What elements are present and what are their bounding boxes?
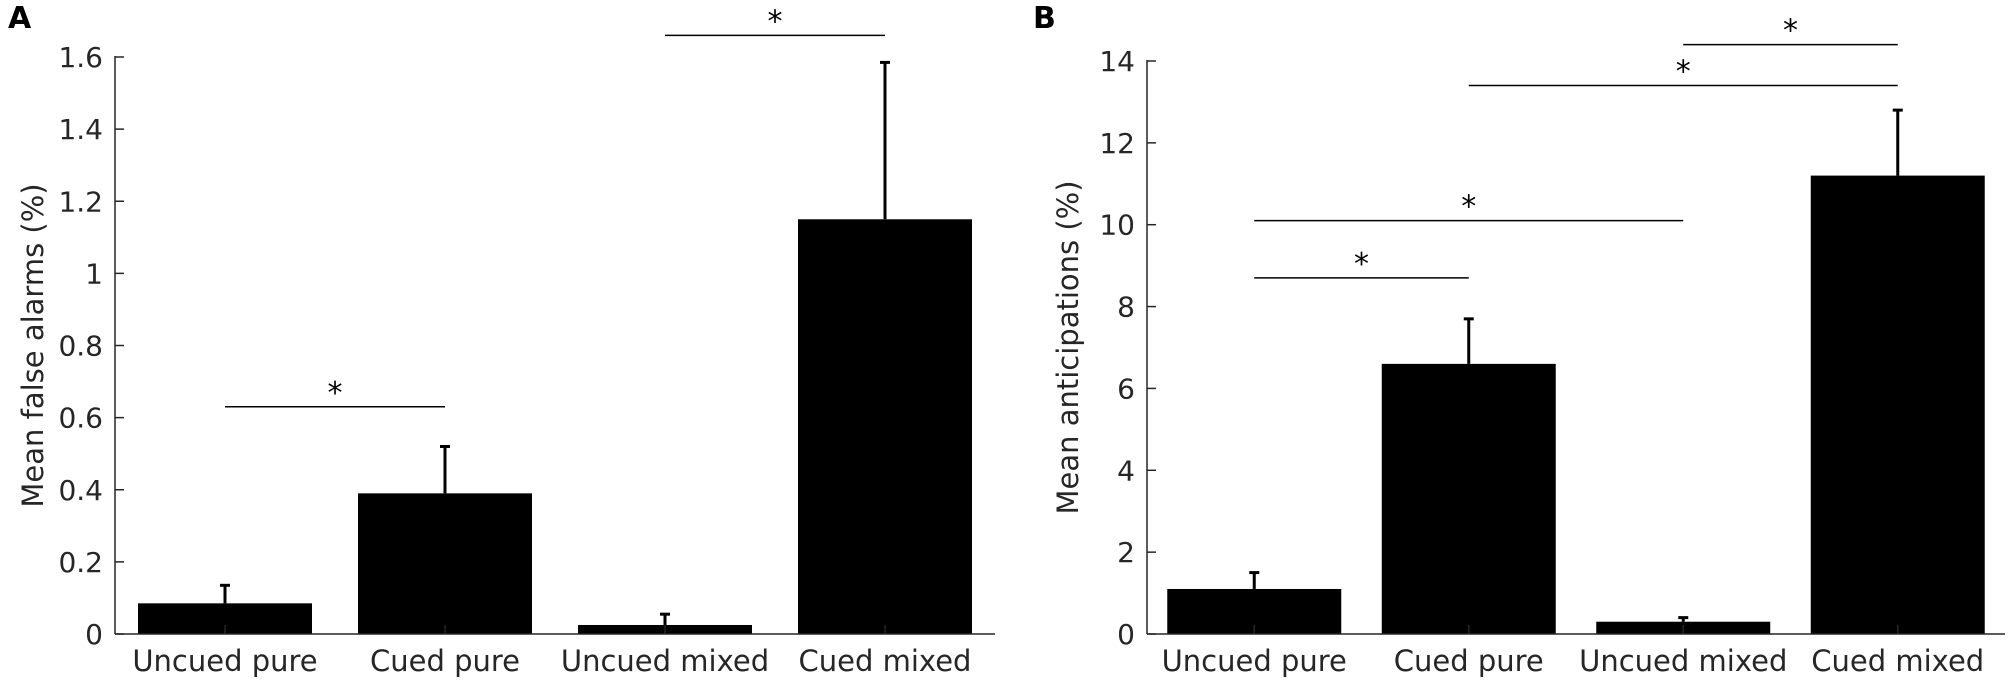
x-tick-label: Cued pure (370, 644, 520, 678)
x-tick-label: Uncued pure (1162, 644, 1347, 678)
x-tick-label: Uncued mixed (561, 644, 769, 678)
x-tick-label: Cued pure (1394, 644, 1544, 678)
panel-letter: B (1033, 1, 1056, 36)
y-axis-title: Mean false alarms (%) (16, 183, 50, 507)
y-tick-label: 0 (1117, 618, 1135, 651)
y-tick-label: 1.2 (58, 185, 103, 218)
panel-letter: A (8, 1, 32, 36)
y-tick-label: 0.2 (58, 546, 103, 579)
bar (358, 493, 532, 634)
significance-star: * (1783, 14, 1798, 49)
y-tick-label: 10 (1099, 209, 1135, 242)
y-tick-label: 6 (1117, 372, 1135, 405)
bar (1810, 175, 1985, 634)
y-tick-label: 0.8 (58, 330, 103, 363)
y-tick-label: 1.6 (58, 41, 103, 74)
y-axis-title: Mean anticipations (%) (1051, 180, 1085, 514)
bar (798, 219, 972, 634)
panel-a-chart: A 0 0.2 0.4 0.6 0.8 1 1.2 1.4 1.6 Uncued pure Cued … (8, 1, 995, 678)
y-tick-label: 0 (85, 618, 103, 651)
y-tick-label: 2 (1117, 536, 1135, 569)
x-tick-label: Uncued mixed (1579, 644, 1787, 678)
y-tick-label: 0.6 (58, 402, 103, 435)
significance-star: * (1354, 247, 1369, 282)
y-tick-label: 12 (1099, 127, 1135, 160)
y-tick-label: 4 (1117, 454, 1135, 487)
y-tick-label: 14 (1099, 45, 1135, 78)
significance-star: * (1676, 55, 1691, 90)
y-tick-label: 1 (85, 257, 103, 290)
x-tick-label: Uncued pure (132, 644, 317, 678)
y-tick-label: 8 (1117, 291, 1135, 324)
panel-b-chart: B 0 2 4 6 8 10 12 14 Uncued pure Cued pure Uncued m… (1033, 1, 2005, 678)
x-tick-label: Cued mixed (1811, 644, 1984, 678)
y-tick-label: 0.4 (58, 474, 103, 507)
significance-star: * (1461, 190, 1476, 225)
significance-star: * (768, 4, 783, 39)
x-tick-label: Cued mixed (799, 644, 972, 678)
y-tick-label: 1.4 (58, 113, 103, 146)
bar (1381, 363, 1556, 634)
significance-star: * (328, 376, 343, 411)
